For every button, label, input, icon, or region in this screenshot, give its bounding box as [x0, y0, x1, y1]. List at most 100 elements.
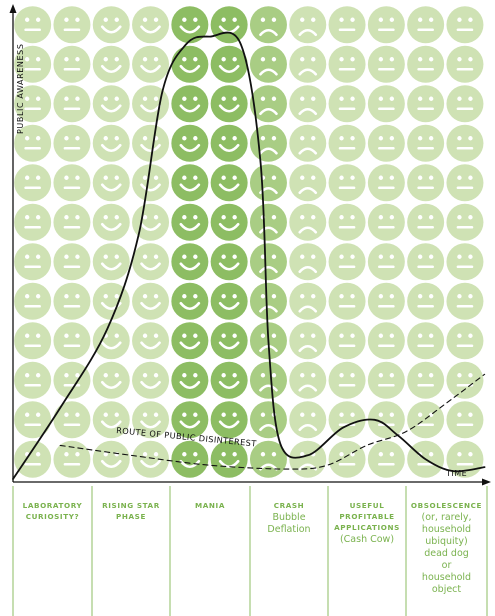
neutral-face-icon	[407, 203, 445, 241]
sad-face-icon	[289, 45, 327, 83]
neutral-face-icon	[407, 6, 445, 44]
sad-face-icon	[249, 203, 287, 241]
neutral-face-icon	[446, 401, 484, 439]
phase-subtitle: (Cash Cow)	[339, 534, 395, 545]
neutral-face-icon	[14, 361, 52, 399]
neutral-face-icon	[14, 124, 52, 162]
neutral-face-icon	[446, 164, 484, 202]
neutral-face-icon	[407, 401, 445, 439]
neutral-face-icon	[407, 45, 445, 83]
phase-label-5: OBSOLESCENCE (or, rarely, household ubiqu…	[406, 500, 487, 596]
smiley-face-icon	[92, 6, 130, 44]
x-axis-label: TIME	[445, 469, 467, 478]
smiley-face-icon	[171, 6, 209, 44]
neutral-face-icon	[328, 401, 366, 439]
neutral-face-icon	[328, 164, 366, 202]
neutral-face-icon	[407, 243, 445, 281]
neutral-face-icon	[14, 401, 52, 439]
neutral-face-icon	[328, 361, 366, 399]
smiley-face-icon	[171, 322, 209, 360]
neutral-face-icon	[446, 282, 484, 320]
smiley-face-icon	[92, 243, 130, 281]
phase-title: RISING STAR PHASE	[102, 501, 160, 521]
neutral-face-icon	[367, 440, 405, 478]
sad-face-icon	[249, 45, 287, 83]
smiley-face-icon	[92, 282, 130, 320]
smiley-face-icon	[92, 124, 130, 162]
smiley-face-icon	[92, 401, 130, 439]
smiley-face-icon	[210, 85, 248, 123]
phase-title: MANIA	[195, 501, 225, 510]
y-axis-label: PUBLIC AWARENESS	[16, 43, 25, 134]
neutral-face-icon	[328, 322, 366, 360]
smiley-face-icon	[132, 85, 170, 123]
neutral-face-icon	[328, 6, 366, 44]
smiley-face-icon	[132, 164, 170, 202]
smiley-face-icon	[171, 282, 209, 320]
smiley-face-icon	[171, 203, 209, 241]
axes: PUBLIC AWARENESS TIME	[9, 4, 491, 486]
neutral-face-icon	[407, 164, 445, 202]
neutral-face-icon	[53, 6, 91, 44]
smiley-face-icon	[210, 164, 248, 202]
sad-face-icon	[289, 401, 327, 439]
neutral-face-icon	[446, 361, 484, 399]
neutral-face-icon	[446, 243, 484, 281]
neutral-face-icon	[367, 243, 405, 281]
smiley-face-icon	[171, 124, 209, 162]
smiley-face-icon	[171, 85, 209, 123]
neutral-face-icon	[14, 322, 52, 360]
sad-face-icon	[249, 282, 287, 320]
phase-label-3: CRASH Bubble Deflation	[250, 500, 328, 536]
smiley-face-icon	[92, 361, 130, 399]
smiley-face-icon	[210, 401, 248, 439]
neutral-face-icon	[407, 361, 445, 399]
sad-face-icon	[249, 164, 287, 202]
phase-subtitle: Bubble Deflation	[267, 512, 311, 535]
neutral-face-icon	[14, 85, 52, 123]
smiley-face-icon	[210, 322, 248, 360]
smiley-face-icon	[92, 203, 130, 241]
neutral-face-icon	[367, 203, 405, 241]
sad-face-icon	[289, 6, 327, 44]
neutral-face-icon	[328, 282, 366, 320]
neutral-face-icon	[53, 124, 91, 162]
smiley-face-icon	[92, 85, 130, 123]
smiley-face-icon	[132, 361, 170, 399]
smiley-face-icon	[171, 361, 209, 399]
x-axis-arrow	[482, 478, 491, 486]
neutral-face-icon	[53, 45, 91, 83]
smiley-face-icon	[171, 243, 209, 281]
neutral-face-icon	[446, 203, 484, 241]
sad-face-icon	[249, 243, 287, 281]
smiley-face-icon	[92, 322, 130, 360]
y-axis-arrow	[9, 4, 17, 13]
smiley-face-icon	[171, 440, 209, 478]
neutral-face-icon	[367, 282, 405, 320]
sad-face-icon	[289, 203, 327, 241]
neutral-face-icon	[14, 203, 52, 241]
smiley-face-icon	[92, 45, 130, 83]
sad-face-icon	[289, 124, 327, 162]
smiley-face-icon	[132, 124, 170, 162]
neutral-face-icon	[14, 164, 52, 202]
sad-face-icon	[249, 361, 287, 399]
neutral-face-icon	[367, 322, 405, 360]
phase-label-4: USEFUL PROFITABLE APPLICATIONS (Cash Cow)	[328, 500, 406, 546]
sad-face-icon	[289, 322, 327, 360]
smiley-face-icon	[210, 124, 248, 162]
phase-title: CRASH	[273, 501, 305, 510]
neutral-face-icon	[407, 85, 445, 123]
smiley-face-icon	[92, 440, 130, 478]
phase-label-1: RISING STAR PHASE	[92, 500, 170, 522]
sad-face-icon	[289, 164, 327, 202]
neutral-face-icon	[328, 243, 366, 281]
neutral-face-icon	[14, 440, 52, 478]
phase-title: LABORATORY CURIOSITY?	[22, 501, 83, 521]
smiley-face-icon	[210, 282, 248, 320]
sad-face-icon	[249, 6, 287, 44]
phase-title: OBSOLESCENCE	[410, 501, 483, 510]
neutral-face-icon	[328, 45, 366, 83]
phase-dividers	[12, 486, 488, 616]
